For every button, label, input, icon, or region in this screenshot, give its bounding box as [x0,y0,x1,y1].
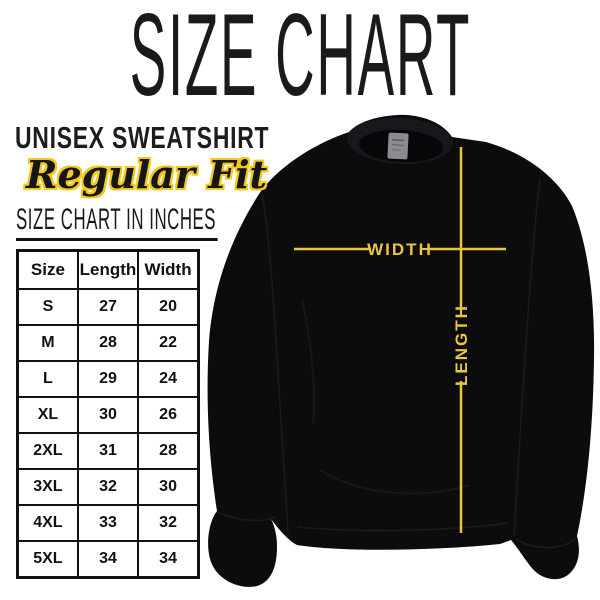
table-cell: 4XL [16,504,79,542]
table-row: 4XL 33 32 [16,504,200,542]
left-cuff-seam [217,511,276,522]
table-cell: 28 [76,324,140,362]
table-cell: 26 [137,396,200,434]
table-cell: S [16,288,79,326]
product-name-text: UNISEX SWEATSHIRT [15,120,270,155]
width-label: WIDTH [367,240,433,259]
table-cell: 27 [76,288,140,326]
size-table: Size Length Width S 27 20 M 28 22 L 29 24 XL 30 26 2XL… [16,249,200,579]
table-cell: 32 [137,504,200,542]
table-heading: SIZE CHART IN INCHES [16,204,376,241]
hem-rib-seam [296,522,509,532]
sweatshirt-body [207,114,595,587]
fabric-wrinkle [319,469,471,495]
table-heading-text: SIZE CHART IN INCHES [16,204,218,241]
page-title: SIZE CHART [0,0,600,121]
table-cell: XL [16,396,79,434]
table-cell: 5XL [16,540,79,579]
table-row: XL 30 26 [16,396,200,434]
product-name: UNISEX SWEATSHIRT [15,121,295,161]
table-cell: 30 [76,396,140,434]
table-cell: 2XL [16,432,79,470]
table-cell: 34 [76,540,140,579]
table-cell: 20 [137,288,200,326]
right-cuff-seam [515,537,577,549]
column-header: Width [137,249,200,290]
table-row: 2XL 31 28 [16,432,200,470]
table-row: M 28 22 [16,324,200,362]
table-cell: M [16,324,79,362]
table-row: S 27 20 [16,288,200,326]
table-header-row: Size Length Width [16,249,200,290]
table-cell: 3XL [16,468,79,506]
table-row: 5XL 34 34 [16,540,200,579]
left-sleeve-seam [261,192,289,533]
table-cell: 32 [76,468,140,506]
table-cell: 33 [76,504,140,542]
table-cell: 34 [137,540,200,579]
table-row: 3XL 32 30 [16,468,200,506]
table-cell: 29 [76,360,140,398]
column-header: Size [16,249,79,290]
table-cell: 22 [137,324,200,362]
size-table-body: S 27 20 M 28 22 L 29 24 XL 30 26 2XL 31 28 3XL 32 30 4XL 33… [16,288,200,579]
fabric-wrinkle [301,299,315,426]
table-cell: 30 [137,468,200,506]
column-header: Length [76,249,140,290]
fit-label: Regular Fit [15,150,278,209]
table-cell: 28 [137,432,200,470]
neck-tag [387,132,409,160]
length-label: LENGTH [452,304,471,386]
fit-label-text: Regular Fit [25,152,268,197]
table-row: L 29 24 [16,360,200,398]
table-cell: 24 [137,360,200,398]
table-cell: L [16,360,79,398]
right-sleeve-seam [513,177,541,537]
table-cell: 31 [76,432,140,470]
page-title-text: SIZE CHART [129,0,471,121]
